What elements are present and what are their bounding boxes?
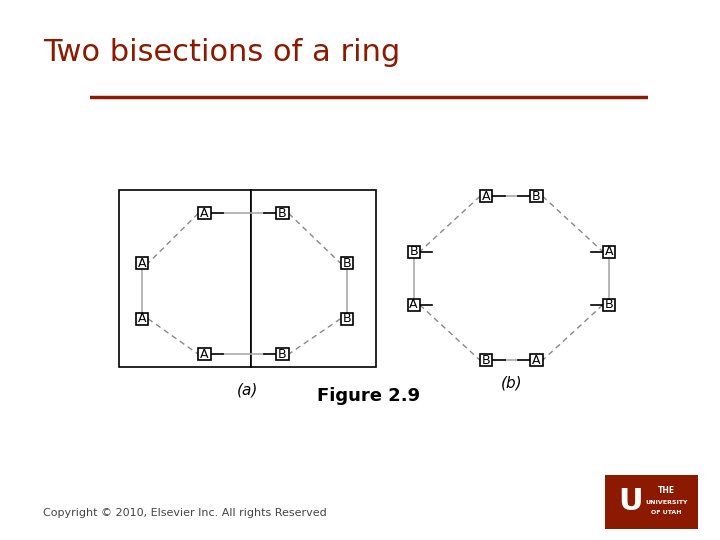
Text: A: A	[200, 207, 209, 220]
Bar	[341, 313, 353, 325]
Text: THE: THE	[658, 486, 675, 495]
Bar	[136, 257, 148, 269]
Text: B: B	[278, 207, 287, 220]
Bar	[603, 299, 615, 311]
Bar	[119, 190, 251, 367]
Bar	[276, 348, 289, 360]
Bar	[198, 207, 210, 219]
Text: A: A	[532, 354, 541, 367]
Bar	[480, 190, 492, 202]
Bar	[251, 190, 376, 367]
Text: Copyright © 2010, Elsevier Inc. All rights Reserved: Copyright © 2010, Elsevier Inc. All righ…	[43, 508, 327, 518]
Text: Two bisections of a ring: Two bisections of a ring	[43, 38, 400, 67]
Text: B: B	[482, 354, 490, 367]
Text: (a): (a)	[237, 382, 258, 397]
Bar	[276, 207, 289, 219]
Bar	[341, 257, 353, 269]
Text: A: A	[138, 257, 146, 270]
Bar	[408, 246, 420, 258]
Text: B: B	[605, 299, 613, 312]
Bar	[530, 354, 543, 367]
Text: A: A	[200, 348, 209, 361]
Text: A: A	[605, 245, 613, 258]
Text: A: A	[410, 299, 418, 312]
Text: B: B	[343, 257, 351, 270]
Text: (b): (b)	[500, 376, 522, 391]
Text: B: B	[343, 312, 351, 325]
Bar	[198, 348, 210, 360]
Text: B: B	[410, 245, 418, 258]
Bar	[408, 299, 420, 311]
Bar	[480, 354, 492, 367]
Text: OF UTAH: OF UTAH	[652, 510, 682, 516]
Text: Figure 2.9: Figure 2.9	[318, 387, 420, 406]
Text: UNIVERSITY: UNIVERSITY	[645, 500, 688, 505]
Text: U: U	[618, 487, 644, 516]
Text: A: A	[482, 190, 490, 202]
Text: A: A	[138, 312, 146, 325]
Text: B: B	[278, 348, 287, 361]
Bar	[530, 190, 543, 202]
Bar	[136, 313, 148, 325]
Text: B: B	[532, 190, 541, 202]
Bar	[603, 246, 615, 258]
